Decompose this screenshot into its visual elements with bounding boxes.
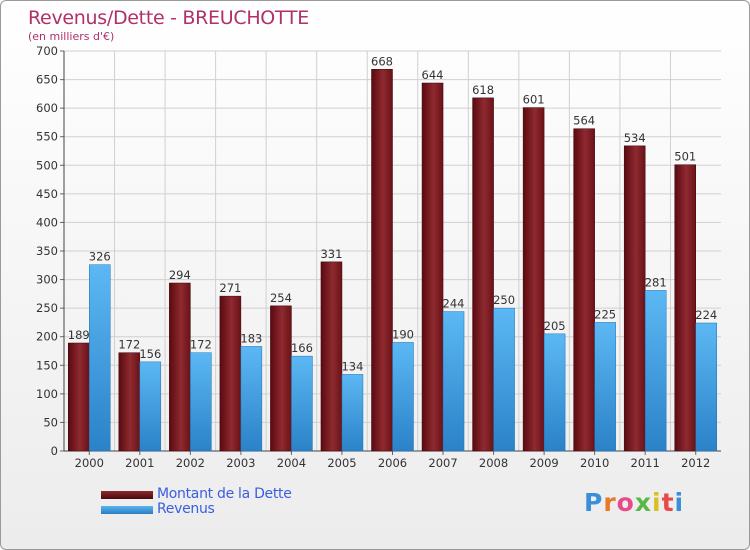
y-tick-label: 300 [36,273,58,287]
y-tick-label: 600 [36,101,58,115]
x-tick-label: 2010 [580,456,609,470]
data-label-debt: 172 [118,338,140,352]
logo-letter: i [674,488,685,517]
legend-swatch-debt [101,491,153,499]
x-tick-label: 2004 [277,456,306,470]
bar-debt [623,145,646,452]
logo-letter: r [603,488,617,517]
logo-letter: i [652,488,662,517]
bar-debt [118,352,141,452]
data-label-debt: 501 [674,150,696,164]
y-tick-label: 700 [36,44,58,58]
x-tick-label: 2006 [378,456,407,470]
x-tick-label: 2005 [327,456,356,470]
x-tick-label: 2003 [226,456,255,470]
data-labels: 1893261721562941722711832541663311346681… [68,54,717,373]
legend-label-debt: Montant de la Dette [157,486,292,502]
logo-letter: o [616,488,635,517]
x-tick-label: 2009 [529,456,558,470]
logo-letter: P [584,488,604,517]
bar-revenue [190,352,212,452]
data-label-revenue: 183 [240,331,262,345]
chart-subtitle: (en milliers d'€) [28,30,115,43]
data-label-revenue: 250 [493,293,515,307]
bar-debt [270,305,292,452]
y-tick-label: 250 [36,301,58,315]
legend-swatch-revenue [101,506,153,514]
x-tick-label: 2000 [75,456,104,470]
data-label-debt: 294 [169,268,191,282]
bar-revenue [442,311,465,452]
bar-revenue [644,290,667,452]
bar-revenue [543,333,566,452]
data-label-debt: 331 [320,247,342,261]
data-label-debt: 271 [219,281,241,295]
logo-letter: t [661,488,675,517]
y-tick-label: 150 [36,358,58,372]
bar-debt [522,107,545,452]
bar-revenue [240,346,263,452]
data-label-revenue: 172 [190,338,212,352]
data-label-debt: 534 [624,131,646,145]
y-tick-label: 500 [36,158,58,172]
y-tick-label: 200 [36,330,58,344]
y-tick-label: 650 [36,73,58,87]
x-tick-label: 2002 [176,456,205,470]
data-label-debt: 189 [68,328,90,342]
bar-debt [169,282,191,452]
data-label-debt: 618 [472,83,494,97]
bar-debt [472,97,494,452]
x-tick-label: 2012 [681,456,710,470]
bar-revenue [594,322,616,452]
bar-revenue [341,374,364,452]
data-label-revenue: 224 [695,308,717,322]
data-label-debt: 644 [422,68,444,82]
x-tick-label: 2007 [428,456,457,470]
data-label-revenue: 244 [443,297,465,311]
bar-debt [371,69,393,452]
data-label-revenue: 156 [139,347,161,361]
bar-revenue [493,307,515,452]
data-label-revenue: 205 [544,319,566,333]
proxiti-logo: Proxiti [584,488,684,517]
data-label-revenue: 190 [392,327,414,341]
logo-letter: x [634,488,652,517]
bars [68,69,717,452]
bar-revenue [89,264,111,452]
data-label-revenue: 134 [341,359,363,373]
x-tick-label: 2011 [631,456,660,470]
x-tick-label: 2008 [479,456,508,470]
data-label-debt: 254 [270,291,292,305]
y-tick-label: 550 [36,130,58,144]
bar-revenue [392,342,414,452]
y-tick-label: 350 [36,244,58,258]
data-label-debt: 564 [573,114,595,128]
bar-revenue [139,361,162,452]
bar-revenue [695,322,717,452]
data-label-debt: 601 [523,93,545,107]
data-label-revenue: 326 [89,250,111,264]
data-label-revenue: 166 [291,341,313,355]
bar-debt [421,82,444,452]
data-label-revenue: 225 [594,307,616,321]
bar-debt [674,164,696,452]
data-label-debt: 668 [371,54,393,68]
bar-debt [219,295,242,452]
y-tick-label: 50 [43,415,58,429]
bar-revenue [291,355,313,452]
legend-label-revenue: Revenus [157,501,215,517]
bar-debt [68,342,90,452]
x-tick-label: 2001 [125,456,154,470]
tick-labels: 0 50 100 150 200 250 300 350 400 450 500 550 600 650 7… [36,44,710,470]
y-tick-label: 400 [36,215,58,229]
y-tick-label: 0 [51,444,58,458]
bar-debt [573,128,595,452]
y-tick-label: 450 [36,187,58,201]
bar-debt [320,261,343,452]
y-tick-label: 100 [36,387,58,401]
data-label-revenue: 281 [645,275,667,289]
chart-title: Revenus/Dette - BREUCHOTTE [28,7,309,29]
